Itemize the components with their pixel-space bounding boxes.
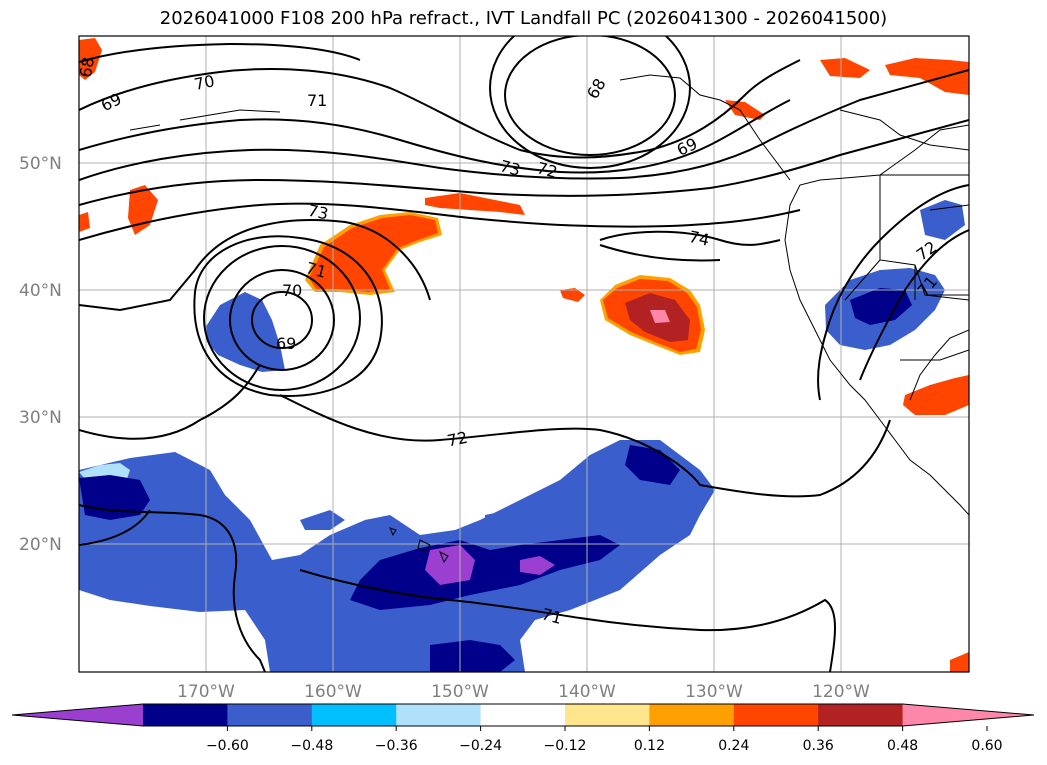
contour-label: 72: [535, 158, 560, 182]
contour-label: 73: [498, 156, 523, 180]
colorbar-segment: [227, 704, 313, 726]
lon-label: 120°W: [812, 682, 870, 702]
contour-label: 68: [76, 56, 98, 79]
colorbar-tick-label: −0.60: [206, 738, 249, 754]
colorbar-segment: [480, 704, 566, 726]
lat-label: 30°N: [19, 408, 62, 428]
colorbar-tick-label: 0.48: [887, 738, 918, 754]
colorbar-tick-label: 0.60: [971, 738, 1002, 754]
contour-label: 72: [445, 428, 469, 451]
colorbar-segment: [649, 704, 735, 726]
contour-label: 71: [307, 91, 327, 110]
colorbar-tick-label: −0.48: [290, 738, 333, 754]
colorbar-tick-label: 0.24: [718, 738, 749, 754]
colorbar-segment: [396, 704, 482, 726]
colorbar-segment: [818, 704, 904, 726]
colorbar-extend-low: [12, 704, 143, 726]
lon-label: 170°W: [177, 682, 235, 702]
lon-label: 150°W: [431, 682, 489, 702]
colorbar-tick-label: −0.12: [544, 738, 587, 754]
colorbar-tick-label: −0.24: [459, 738, 502, 754]
colorbar-outline: [11, 703, 1035, 727]
map-title: 2026041000 F108 200 hPa refract., IVT La…: [159, 8, 888, 29]
colorbar-segment: [311, 704, 397, 726]
contour-label: 71: [540, 604, 565, 628]
contour-label: 74: [687, 227, 711, 250]
colorbar-segment: [565, 704, 650, 726]
contour-label: 73: [306, 201, 330, 224]
lon-label: 160°W: [304, 682, 362, 702]
lon-label: 130°W: [685, 682, 743, 702]
colorbar-tick-label: 0.12: [634, 738, 665, 754]
contour-label: 71: [304, 258, 329, 282]
contour-label: 69: [276, 334, 296, 353]
lat-label: 40°N: [19, 281, 62, 301]
positive-anomaly-regions: [79, 38, 969, 672]
negative-anomaly-region-low: [205, 292, 285, 372]
colorbar-extend-high: [902, 704, 1034, 726]
map-frame: [78, 35, 970, 673]
islands: [129, 109, 449, 564]
contour-label: 70: [282, 281, 302, 300]
lat-label: 20°N: [19, 535, 62, 555]
colorbar: −0.60 −0.48 −0.36 −0.24 −0.12 0.12 0.24 0.36 0.4…: [11, 703, 1035, 754]
colorbar-tick-label: −0.36: [375, 738, 418, 754]
colorbar-tick-label: 0.36: [803, 738, 834, 754]
height-contours: [79, 36, 969, 672]
lon-label: 140°W: [558, 682, 616, 702]
coastlines: [619, 74, 969, 516]
colorbar-segment: [733, 704, 819, 726]
contour-label: 70: [192, 71, 216, 94]
lat-label: 50°N: [19, 154, 62, 174]
colorbar-segment: [143, 704, 228, 726]
